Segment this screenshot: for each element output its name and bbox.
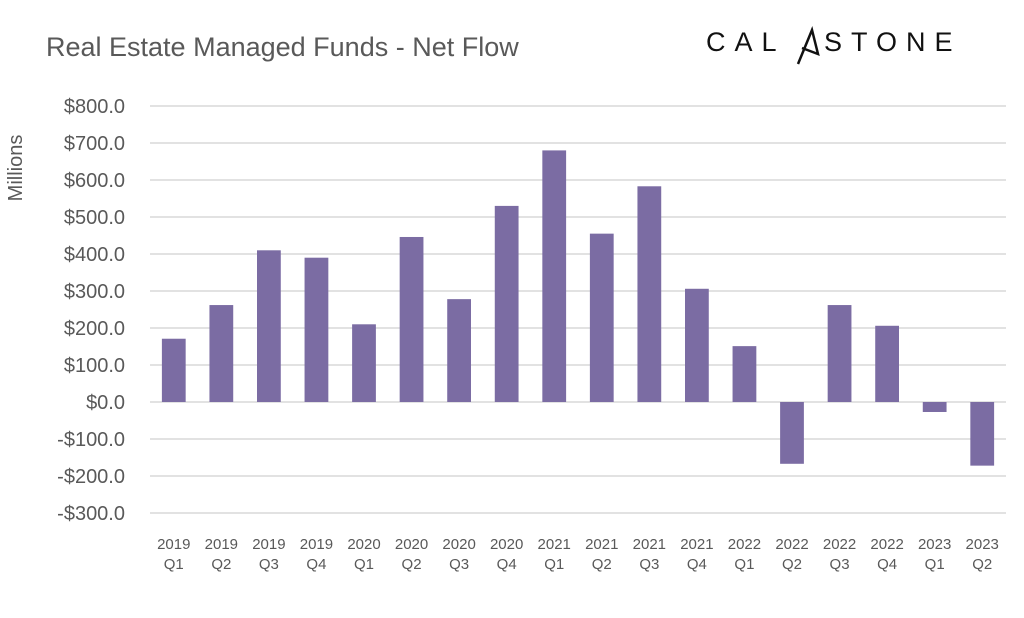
- x-tick-quarter: Q1: [925, 556, 945, 573]
- calastone-logo: CAL STONE: [706, 26, 962, 65]
- x-tick-quarter: Q1: [164, 556, 184, 573]
- x-tick-year: 2020: [490, 536, 523, 553]
- x-tick-quarter: Q4: [687, 556, 707, 573]
- bar: [352, 324, 376, 402]
- logo-text-left: CAL: [706, 27, 786, 57]
- x-tick-quarter: Q4: [497, 556, 517, 573]
- y-axis-label: Millions: [5, 135, 27, 202]
- x-tick-quarter: Q3: [830, 556, 850, 573]
- bar: [399, 236, 424, 402]
- y-tick-label: $700.0: [64, 133, 125, 155]
- x-tick-year: 2022: [870, 536, 903, 553]
- x-tick-quarter: Q3: [449, 556, 469, 573]
- bar: [875, 325, 899, 402]
- y-tick-label: $600.0: [64, 170, 125, 192]
- x-tick-quarter: Q2: [972, 556, 992, 573]
- y-tick-label: -$300.0: [57, 503, 125, 525]
- chart-title: Real Estate Managed Funds - Net Flow: [46, 32, 519, 62]
- y-tick-label: $200.0: [64, 318, 125, 340]
- y-tick-label: -$200.0: [57, 466, 125, 488]
- x-tick-year: 2021: [585, 536, 618, 553]
- bar: [589, 233, 614, 402]
- y-tick-label: $400.0: [64, 244, 125, 266]
- x-tick-year: 2021: [633, 536, 666, 553]
- x-tick-quarter: Q1: [354, 556, 374, 573]
- logo-a-mark: [796, 26, 820, 65]
- x-tick-quarter: Q4: [306, 556, 326, 573]
- x-tick-quarter: Q2: [782, 556, 802, 573]
- x-tick-quarter: Q2: [211, 556, 231, 573]
- x-tick-year: 2022: [823, 536, 856, 553]
- bar: [209, 305, 234, 402]
- bar: [780, 402, 804, 464]
- x-tick-year: 2023: [918, 536, 951, 553]
- bar: [685, 288, 709, 402]
- x-tick-quarter: Q3: [639, 556, 659, 573]
- bar: [447, 299, 471, 402]
- x-tick-quarter: Q2: [402, 556, 422, 573]
- x-tick-quarter: Q1: [544, 556, 564, 573]
- y-tick-label: $0.0: [86, 392, 125, 414]
- x-tick-year: 2021: [538, 536, 571, 553]
- y-tick-label: $500.0: [64, 207, 125, 229]
- x-tick-quarter: Q2: [592, 556, 612, 573]
- x-tick-year: 2020: [395, 536, 428, 553]
- bar: [637, 186, 662, 402]
- x-tick-year: 2022: [775, 536, 808, 553]
- x-tick-year: 2019: [300, 536, 333, 553]
- x-tick-year: 2022: [728, 536, 761, 553]
- x-tick-year: 2021: [680, 536, 713, 553]
- bar: [494, 205, 519, 402]
- bar: [970, 402, 995, 466]
- x-tick-year: 2020: [442, 536, 475, 553]
- bar: [542, 150, 567, 402]
- logo-text-right: STONE: [824, 27, 962, 57]
- x-tick-year: 2019: [205, 536, 238, 553]
- bar: [827, 305, 852, 402]
- x-tick-year: 2023: [966, 536, 999, 553]
- x-tick-year: 2019: [157, 536, 190, 553]
- y-tick-label: $100.0: [64, 355, 125, 377]
- y-tick-label: $300.0: [64, 281, 125, 303]
- bar: [257, 250, 281, 402]
- bar: [161, 338, 186, 402]
- bar: [304, 257, 329, 402]
- x-tick-quarter: Q4: [877, 556, 897, 573]
- y-tick-label: -$100.0: [57, 429, 125, 451]
- x-tick-year: 2020: [347, 536, 380, 553]
- x-tick-quarter: Q1: [734, 556, 754, 573]
- bar: [922, 402, 947, 412]
- y-tick-label: $800.0: [64, 96, 125, 118]
- x-tick-quarter: Q3: [259, 556, 279, 573]
- x-tick-year: 2019: [252, 536, 285, 553]
- bar: [732, 346, 757, 402]
